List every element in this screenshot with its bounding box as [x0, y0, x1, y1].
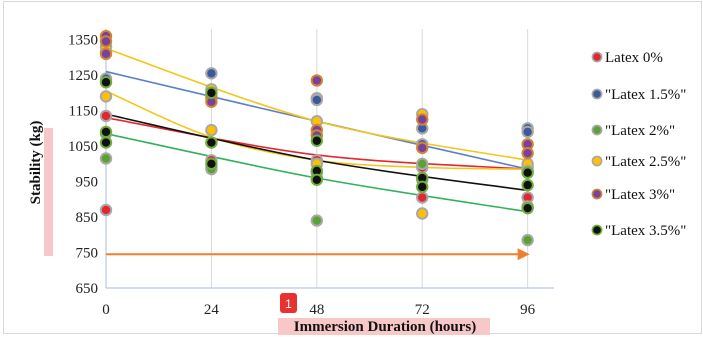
chart-frame: 650 750 850 950 1050 1150 1250 1350 0 24 48 72 96 S… — [3, 1, 702, 335]
point-s5-4 — [205, 136, 218, 149]
point-s2-8 — [521, 233, 534, 247]
x-tick-label-0: 0 — [102, 302, 110, 318]
y-axis-label-highlight — [44, 128, 53, 256]
x-tick-label-96: 96 — [520, 302, 536, 318]
stability-chart: 650 750 850 950 1050 1150 1250 1350 0 24 48 72 96 S… — [28, 29, 686, 335]
point-s2-4 — [310, 214, 324, 227]
annotation-arrow — [106, 248, 530, 261]
point-s3-3 — [205, 123, 218, 137]
point-s5-1 — [99, 125, 113, 139]
legend-marker-1 — [591, 88, 603, 100]
point-s3-7 — [416, 207, 429, 220]
annotation-badge-label: 1 — [285, 297, 292, 311]
legend: Latex 0% "Latex 1.5%" "Latex 2%" "Latex 2.5… — [591, 50, 686, 239]
y-tick-label-1050: 1050 — [68, 139, 98, 155]
point-s4-2 — [99, 47, 113, 61]
point-s5-0 — [99, 76, 113, 89]
y-tick-label-1150: 1150 — [69, 104, 98, 120]
point-s5-12 — [521, 178, 534, 192]
y-tick-label-750: 750 — [76, 246, 99, 262]
point-s2-1 — [99, 152, 113, 165]
point-s5-5 — [205, 157, 218, 171]
point-s5-3 — [205, 86, 218, 100]
point-s5-8 — [310, 173, 324, 186]
y-axis-label: Stability (kg) — [28, 121, 44, 205]
arrow-head — [517, 248, 530, 261]
point-s1-9 — [521, 125, 534, 139]
legend-label-3: "Latex 2.5%" — [605, 154, 686, 170]
point-s5-6 — [310, 134, 324, 147]
point-s2-6 — [416, 157, 429, 171]
point-s5-11 — [521, 166, 534, 179]
point-s4-8 — [416, 113, 429, 126]
legend-label-5: "Latex 3.5%" — [605, 223, 686, 239]
point-s1-5 — [310, 93, 324, 107]
y-tick-labels: 650 750 850 950 1050 1150 1250 1350 — [68, 33, 98, 297]
point-s1-2 — [205, 67, 218, 80]
y-tick-label-1350: 1350 — [68, 33, 98, 49]
y-tick-label-850: 850 — [76, 210, 99, 226]
point-s5-2 — [99, 136, 113, 149]
data-points — [99, 29, 534, 247]
point-s5-10 — [416, 180, 429, 194]
x-axis-label: Immersion Duration (hours) — [294, 319, 477, 335]
point-s0-0 — [99, 109, 113, 123]
x-axis-label-highlight — [278, 318, 490, 335]
point-s4-5 — [310, 74, 324, 87]
point-s0-7 — [416, 191, 429, 204]
legend-marker-4 — [591, 188, 603, 200]
y-tick-label-650: 650 — [76, 281, 99, 297]
legend-marker-2 — [591, 124, 603, 136]
point-s4-11 — [521, 146, 534, 160]
point-s3-1 — [99, 90, 113, 103]
annotation-badge[interactable] — [280, 293, 297, 313]
legend-label-1: "Latex 1.5%" — [605, 87, 686, 103]
y-tick-label-1250: 1250 — [68, 68, 98, 84]
x-tick-labels: 0 24 48 72 96 — [102, 302, 535, 318]
axes — [105, 29, 554, 289]
y-tick-label-950: 950 — [76, 175, 99, 191]
legend-marker-0 — [591, 51, 603, 63]
point-s4-1 — [99, 35, 113, 48]
point-s0-1 — [99, 203, 113, 217]
legend-label-2: "Latex 2%" — [605, 123, 675, 139]
x-tick-label-24: 24 — [204, 302, 220, 318]
legend-marker-3 — [591, 155, 603, 167]
point-s5-13 — [521, 201, 534, 215]
x-tick-label-72: 72 — [415, 302, 430, 318]
point-s4-9 — [416, 141, 429, 155]
legend-label-0: Latex 0% — [605, 50, 663, 66]
legend-marker-5 — [591, 224, 603, 236]
x-tick-label-48: 48 — [309, 302, 324, 318]
legend-label-4: "Latex 3%" — [605, 187, 675, 203]
